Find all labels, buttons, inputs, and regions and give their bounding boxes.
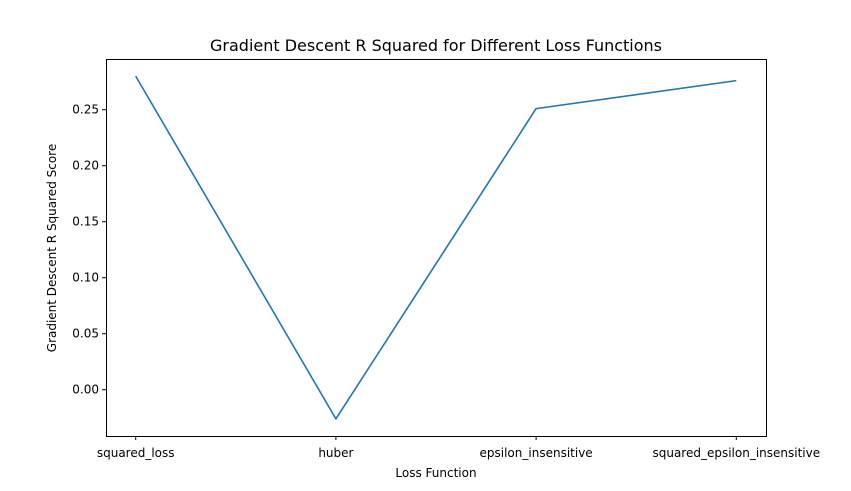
y-axis-label: Gradient Descent R Squared Score bbox=[45, 144, 59, 352]
y-tick-label: 0.10 bbox=[72, 271, 99, 285]
y-tick-label: 0.25 bbox=[72, 103, 99, 117]
plot-area-frame bbox=[106, 59, 767, 437]
series-line bbox=[135, 75, 737, 420]
y-tick-label: 0.05 bbox=[72, 327, 99, 341]
chart-title: Gradient Descent R Squared for Different… bbox=[210, 36, 662, 55]
series-layer bbox=[135, 75, 737, 420]
x-axis-label: Loss Function bbox=[395, 466, 476, 480]
y-tick-label: 0.00 bbox=[72, 383, 99, 397]
x-tick-label: squared_epsilon_insensitive bbox=[652, 446, 820, 460]
x-tick-label: huber bbox=[318, 446, 353, 460]
y-axis: 0.00 0.05 0.10 0.15 0.20 0.25 bbox=[72, 103, 106, 397]
y-tick-label: 0.15 bbox=[72, 215, 99, 229]
x-axis: squared_loss huber epsilon_insensitive squa… bbox=[97, 436, 820, 460]
x-tick-label: epsilon_insensitive bbox=[480, 446, 593, 460]
y-tick-label: 0.20 bbox=[72, 159, 99, 173]
x-tick-label: squared_loss bbox=[97, 446, 175, 460]
